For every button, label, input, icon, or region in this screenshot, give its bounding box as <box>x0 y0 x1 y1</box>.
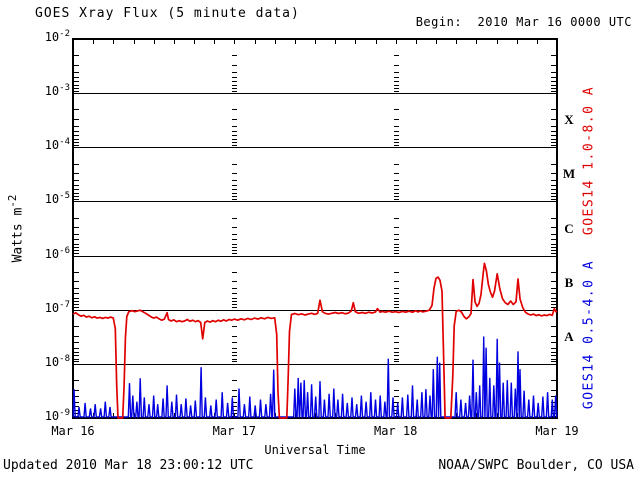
x-tick-label: Mar 18 <box>373 424 418 438</box>
y-tick-label: 10-8 <box>44 353 70 369</box>
y-tick-label: 10-5 <box>44 191 70 207</box>
flare-class-label: A <box>564 328 574 344</box>
x-tick-label: Mar 16 <box>51 424 95 438</box>
y-axis-title: Watts m-2 <box>6 169 25 289</box>
plot-frame <box>72 38 558 419</box>
updated-timestamp: Updated 2010 Mar 18 23:00:12 UTC <box>3 458 254 473</box>
xray-short-series-trace <box>72 336 558 418</box>
flare-class-label: C <box>564 220 574 236</box>
y-tick-label: 10-4 <box>44 137 70 153</box>
x-tick-label: Mar 19 <box>535 424 579 438</box>
flare-class-label: B <box>564 274 574 290</box>
goes14-short-channel-label: GOES14 0.5-4.0 A <box>581 259 597 410</box>
goes14-long-channel-label: GOES14 1.0-8.0 A <box>581 85 597 236</box>
y-axis-title-exponent: -2 <box>6 194 20 208</box>
y-tick-label: 10-7 <box>44 299 70 315</box>
flare-class-label: X <box>564 112 574 128</box>
y-tick-label: 10-3 <box>44 83 70 99</box>
xray-long-series-trace <box>72 262 558 419</box>
y-tick-label: 10-9 <box>44 408 70 423</box>
x-tick-label: Mar 17 <box>212 424 256 438</box>
data-source-label: NOAA/SWPC Boulder, CO USA <box>438 458 634 473</box>
chart-title: GOES Xray Flux (5 minute data) <box>35 6 300 21</box>
y-tick-label: 10-2 <box>44 29 70 44</box>
flare-class-label: M <box>562 166 576 182</box>
x-axis-title: Universal Time <box>264 443 366 457</box>
begin-time-label: Begin: 2010 Mar 16 0000 UTC <box>415 15 632 29</box>
y-tick-label: 10-6 <box>44 245 70 261</box>
